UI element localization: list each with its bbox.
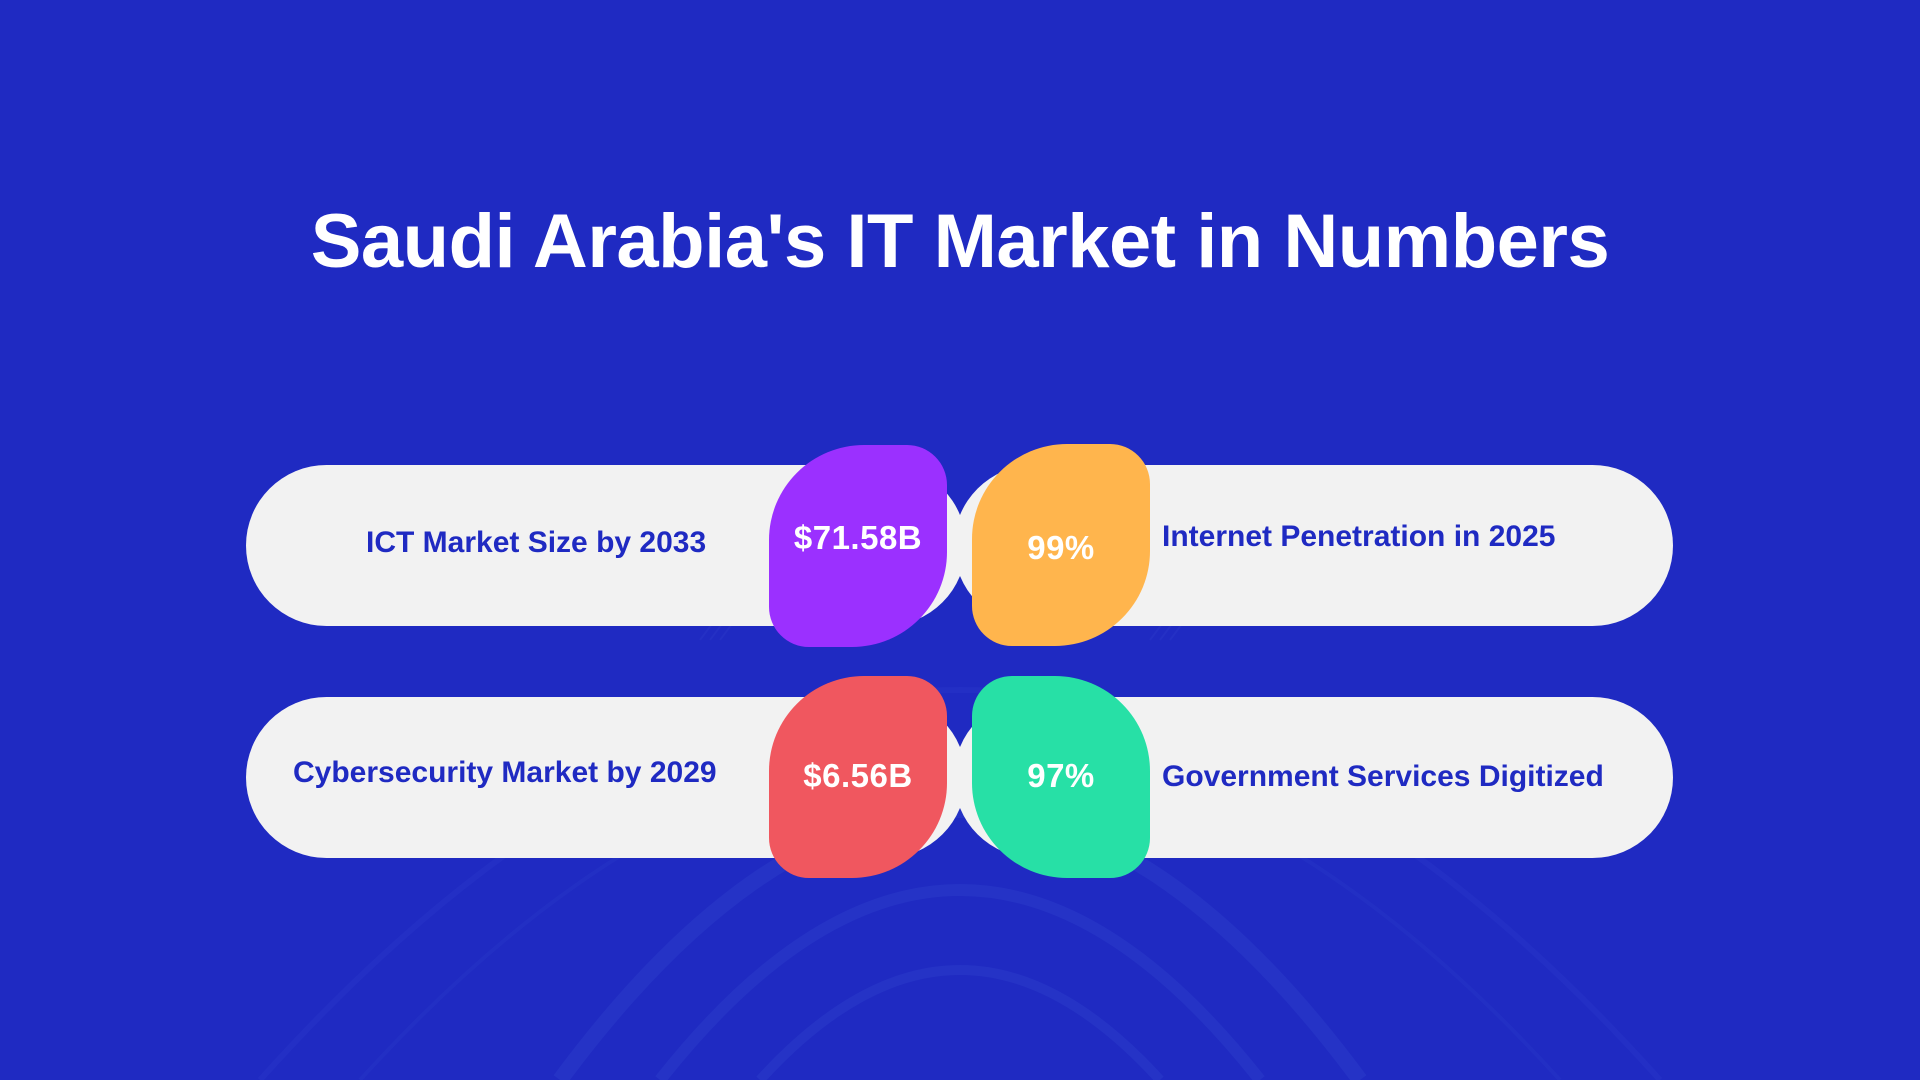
stat-label: ICT Market Size by 2033 <box>366 526 707 559</box>
stat-value-badge-green: 97% <box>972 676 1150 878</box>
stat-value: 99% <box>1027 529 1095 566</box>
stat-label: Government Services Digitized <box>1162 760 1604 793</box>
stat-label: Cybersecurity Market by 2029 <box>293 756 717 789</box>
stat-value-badge-orange: 99% <box>972 444 1150 646</box>
stat-value-badge-red: $6.56B <box>769 676 947 878</box>
stat-value: 97% <box>1027 757 1095 794</box>
stat-label: Internet Penetration in 2025 <box>1162 520 1556 553</box>
stat-value-badge-purple: $71.58B <box>769 445 947 647</box>
stat-value: $6.56B <box>803 757 913 794</box>
page-title: Saudi Arabia's IT Market in Numbers <box>310 199 1610 284</box>
stat-value: $71.58B <box>793 519 923 556</box>
